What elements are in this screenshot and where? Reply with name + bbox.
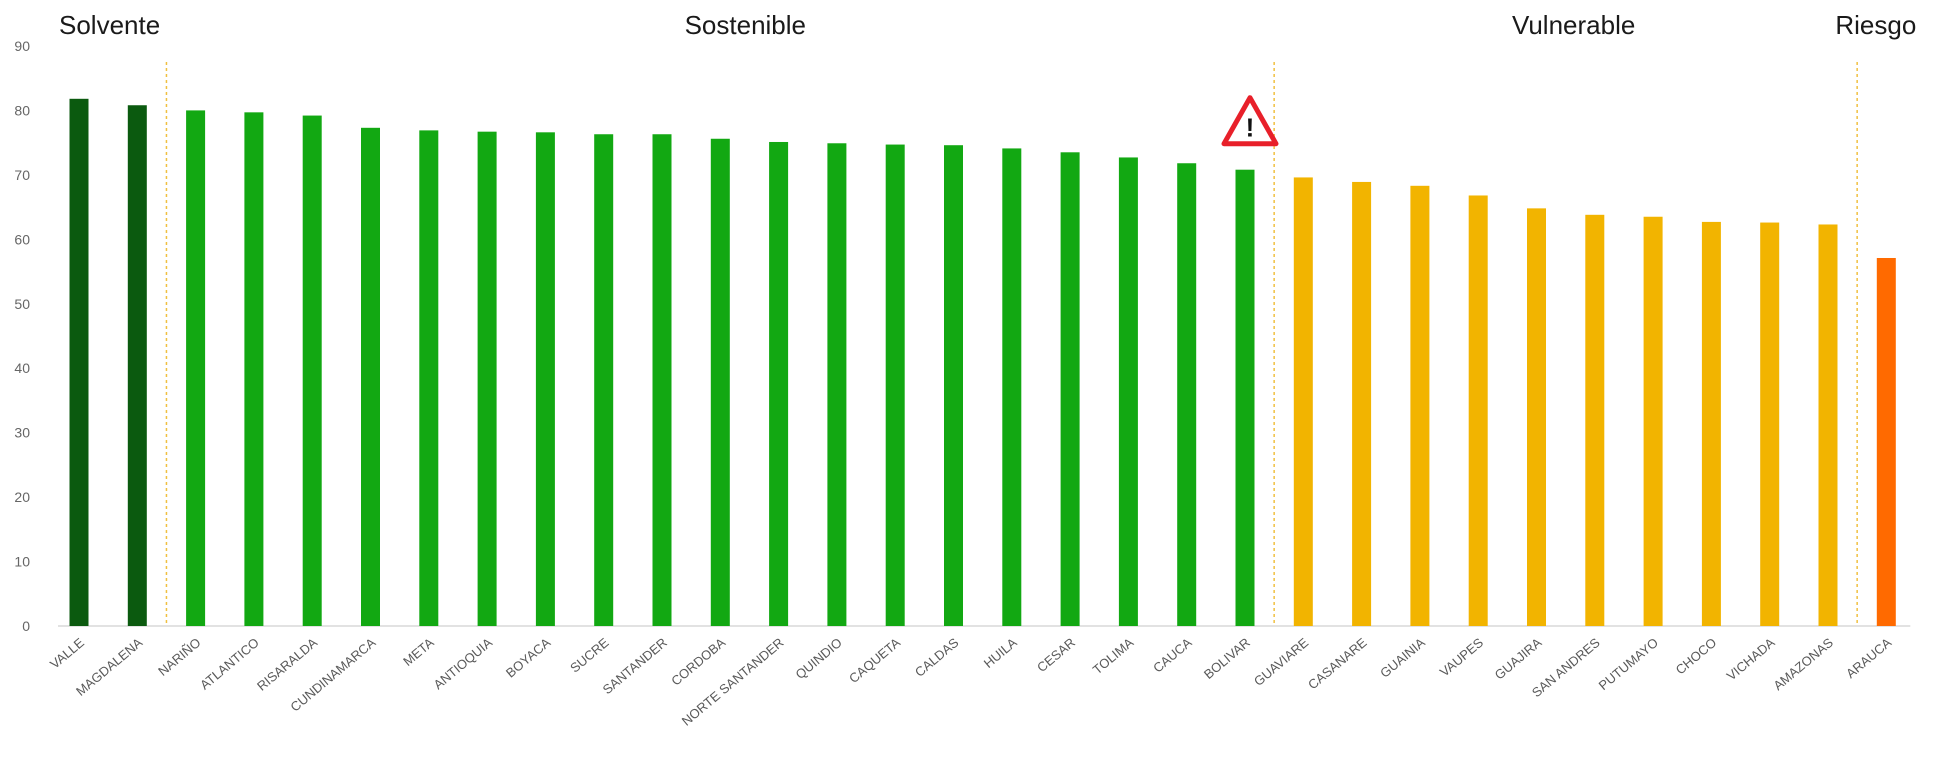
x-tick-label: META <box>400 635 437 669</box>
x-tick-label: ARAUCA <box>1843 635 1894 682</box>
x-tick-label: BOLIVAR <box>1201 635 1253 682</box>
bar <box>419 130 439 626</box>
y-tick-label: 20 <box>14 489 30 505</box>
group-headers: Solvente Sostenible Vulnerable Riesgo <box>59 10 1916 40</box>
bar <box>1177 163 1197 626</box>
bar <box>1410 185 1430 626</box>
bar <box>769 141 789 626</box>
bar <box>477 131 497 626</box>
x-tick-label: VAUPES <box>1437 635 1487 680</box>
x-tick-label: ATLANTICO <box>197 635 262 693</box>
bar <box>652 134 672 626</box>
x-tick-label: CORDOBA <box>668 635 728 689</box>
bar <box>1876 257 1896 626</box>
y-tick-label: 30 <box>14 425 30 441</box>
bar <box>710 138 730 626</box>
group-separators <box>165 62 1858 626</box>
x-tick-label: CAQUETA <box>846 635 903 686</box>
x-tick-label: AMAZONAS <box>1770 635 1836 694</box>
x-tick-label: CASANARE <box>1305 635 1370 693</box>
warning-triangle-icon: ! <box>1221 95 1279 147</box>
bar <box>69 98 89 626</box>
bar <box>302 115 322 626</box>
x-tick-label: QUINDIO <box>793 635 845 682</box>
x-tick-label: VALLE <box>47 635 87 672</box>
group-header-label: Riesgo <box>1835 10 1916 40</box>
bar <box>1760 222 1780 626</box>
x-tick-label: SANTANDER <box>600 635 670 697</box>
warning-exclamation-mark: ! <box>1246 113 1255 143</box>
x-tick-label: HUILA <box>981 635 1020 671</box>
x-tick-label: ANTIOQUIA <box>431 635 496 693</box>
group-header-label: Solvente <box>59 10 160 40</box>
x-tick-label: CHOCO <box>1673 635 1720 678</box>
y-tick-label: 0 <box>22 618 30 634</box>
y-tick-label: 90 <box>14 38 30 54</box>
bar <box>1643 216 1663 626</box>
bar <box>1585 214 1605 626</box>
bar <box>1060 152 1080 627</box>
x-tick-label: SUCRE <box>567 635 612 676</box>
y-axis: 0 10 20 30 40 50 60 70 80 90 <box>14 38 30 634</box>
bar <box>127 105 147 626</box>
y-tick-label: 10 <box>14 554 30 570</box>
bar <box>885 144 905 626</box>
bar <box>1352 181 1372 626</box>
bar <box>1002 148 1022 626</box>
bar <box>186 110 206 626</box>
x-tick-label: TOLIMA <box>1090 635 1137 678</box>
bar <box>1293 177 1313 627</box>
x-tick-label: GUAINIA <box>1377 635 1428 681</box>
bar <box>361 127 380 626</box>
y-tick-label: 50 <box>14 296 30 312</box>
x-tick-label: NORTE SANTANDER <box>679 635 787 729</box>
y-tick-label: 60 <box>14 231 30 247</box>
warning-triangle-shape <box>1221 95 1279 147</box>
x-tick-label: BOYACA <box>503 635 554 681</box>
x-tick-label: PUTUMAYO <box>1596 635 1661 693</box>
bar <box>1118 157 1138 627</box>
bar <box>1701 221 1721 626</box>
group-header-label: Vulnerable <box>1512 10 1635 40</box>
x-tick-label: NARIÑO <box>155 635 203 679</box>
bars <box>69 98 1896 627</box>
bar <box>1235 169 1255 626</box>
bar <box>244 112 264 626</box>
x-tick-label: GUAJIRA <box>1492 635 1545 683</box>
bar <box>1818 224 1838 626</box>
bar <box>1527 208 1546 626</box>
x-tick-label: VICHADA <box>1724 635 1778 684</box>
y-tick-label: 40 <box>14 360 30 376</box>
bar <box>944 145 963 626</box>
x-tick-label: GUAVIARE <box>1251 635 1312 689</box>
x-tick-label: CALDAS <box>912 635 962 680</box>
y-tick-label: 70 <box>14 167 30 183</box>
bar <box>535 132 555 627</box>
bar <box>1468 195 1488 626</box>
bar <box>827 143 847 626</box>
group-header-label: Sostenible <box>685 10 806 40</box>
x-tick-label: CESAR <box>1034 635 1078 675</box>
bar <box>594 134 614 626</box>
y-tick-label: 80 <box>14 102 30 118</box>
x-tick-label: CAUCA <box>1150 635 1195 676</box>
